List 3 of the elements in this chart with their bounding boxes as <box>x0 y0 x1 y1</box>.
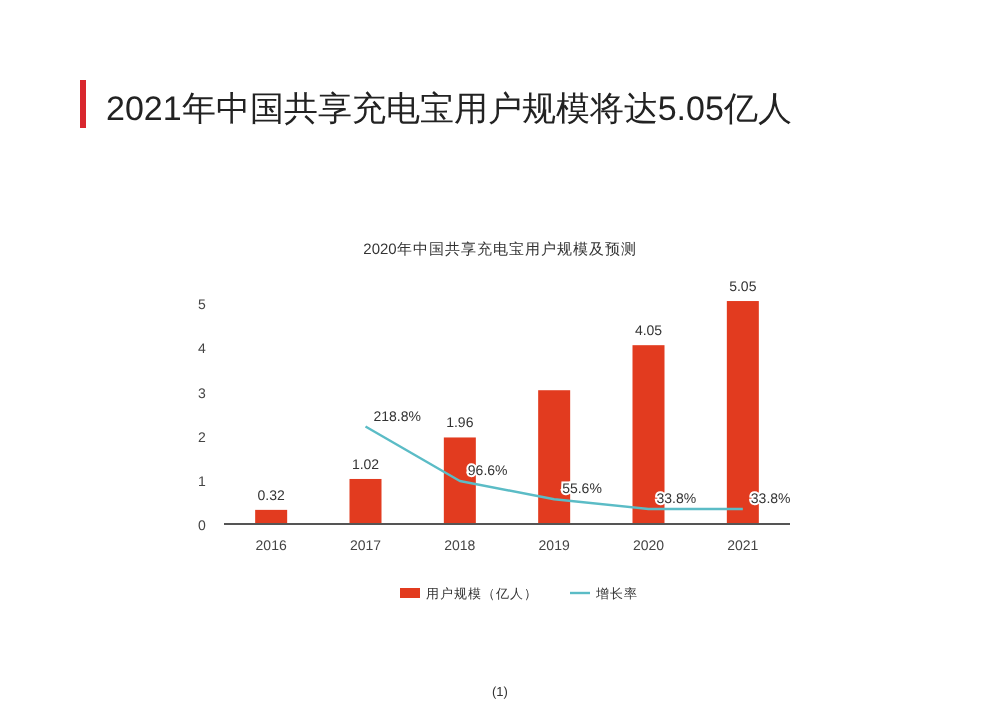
chart-title: 2021年中国共享充电宝用户规模将达5.05亿人 <box>106 90 792 128</box>
bar <box>255 509 288 524</box>
bar <box>349 478 382 524</box>
